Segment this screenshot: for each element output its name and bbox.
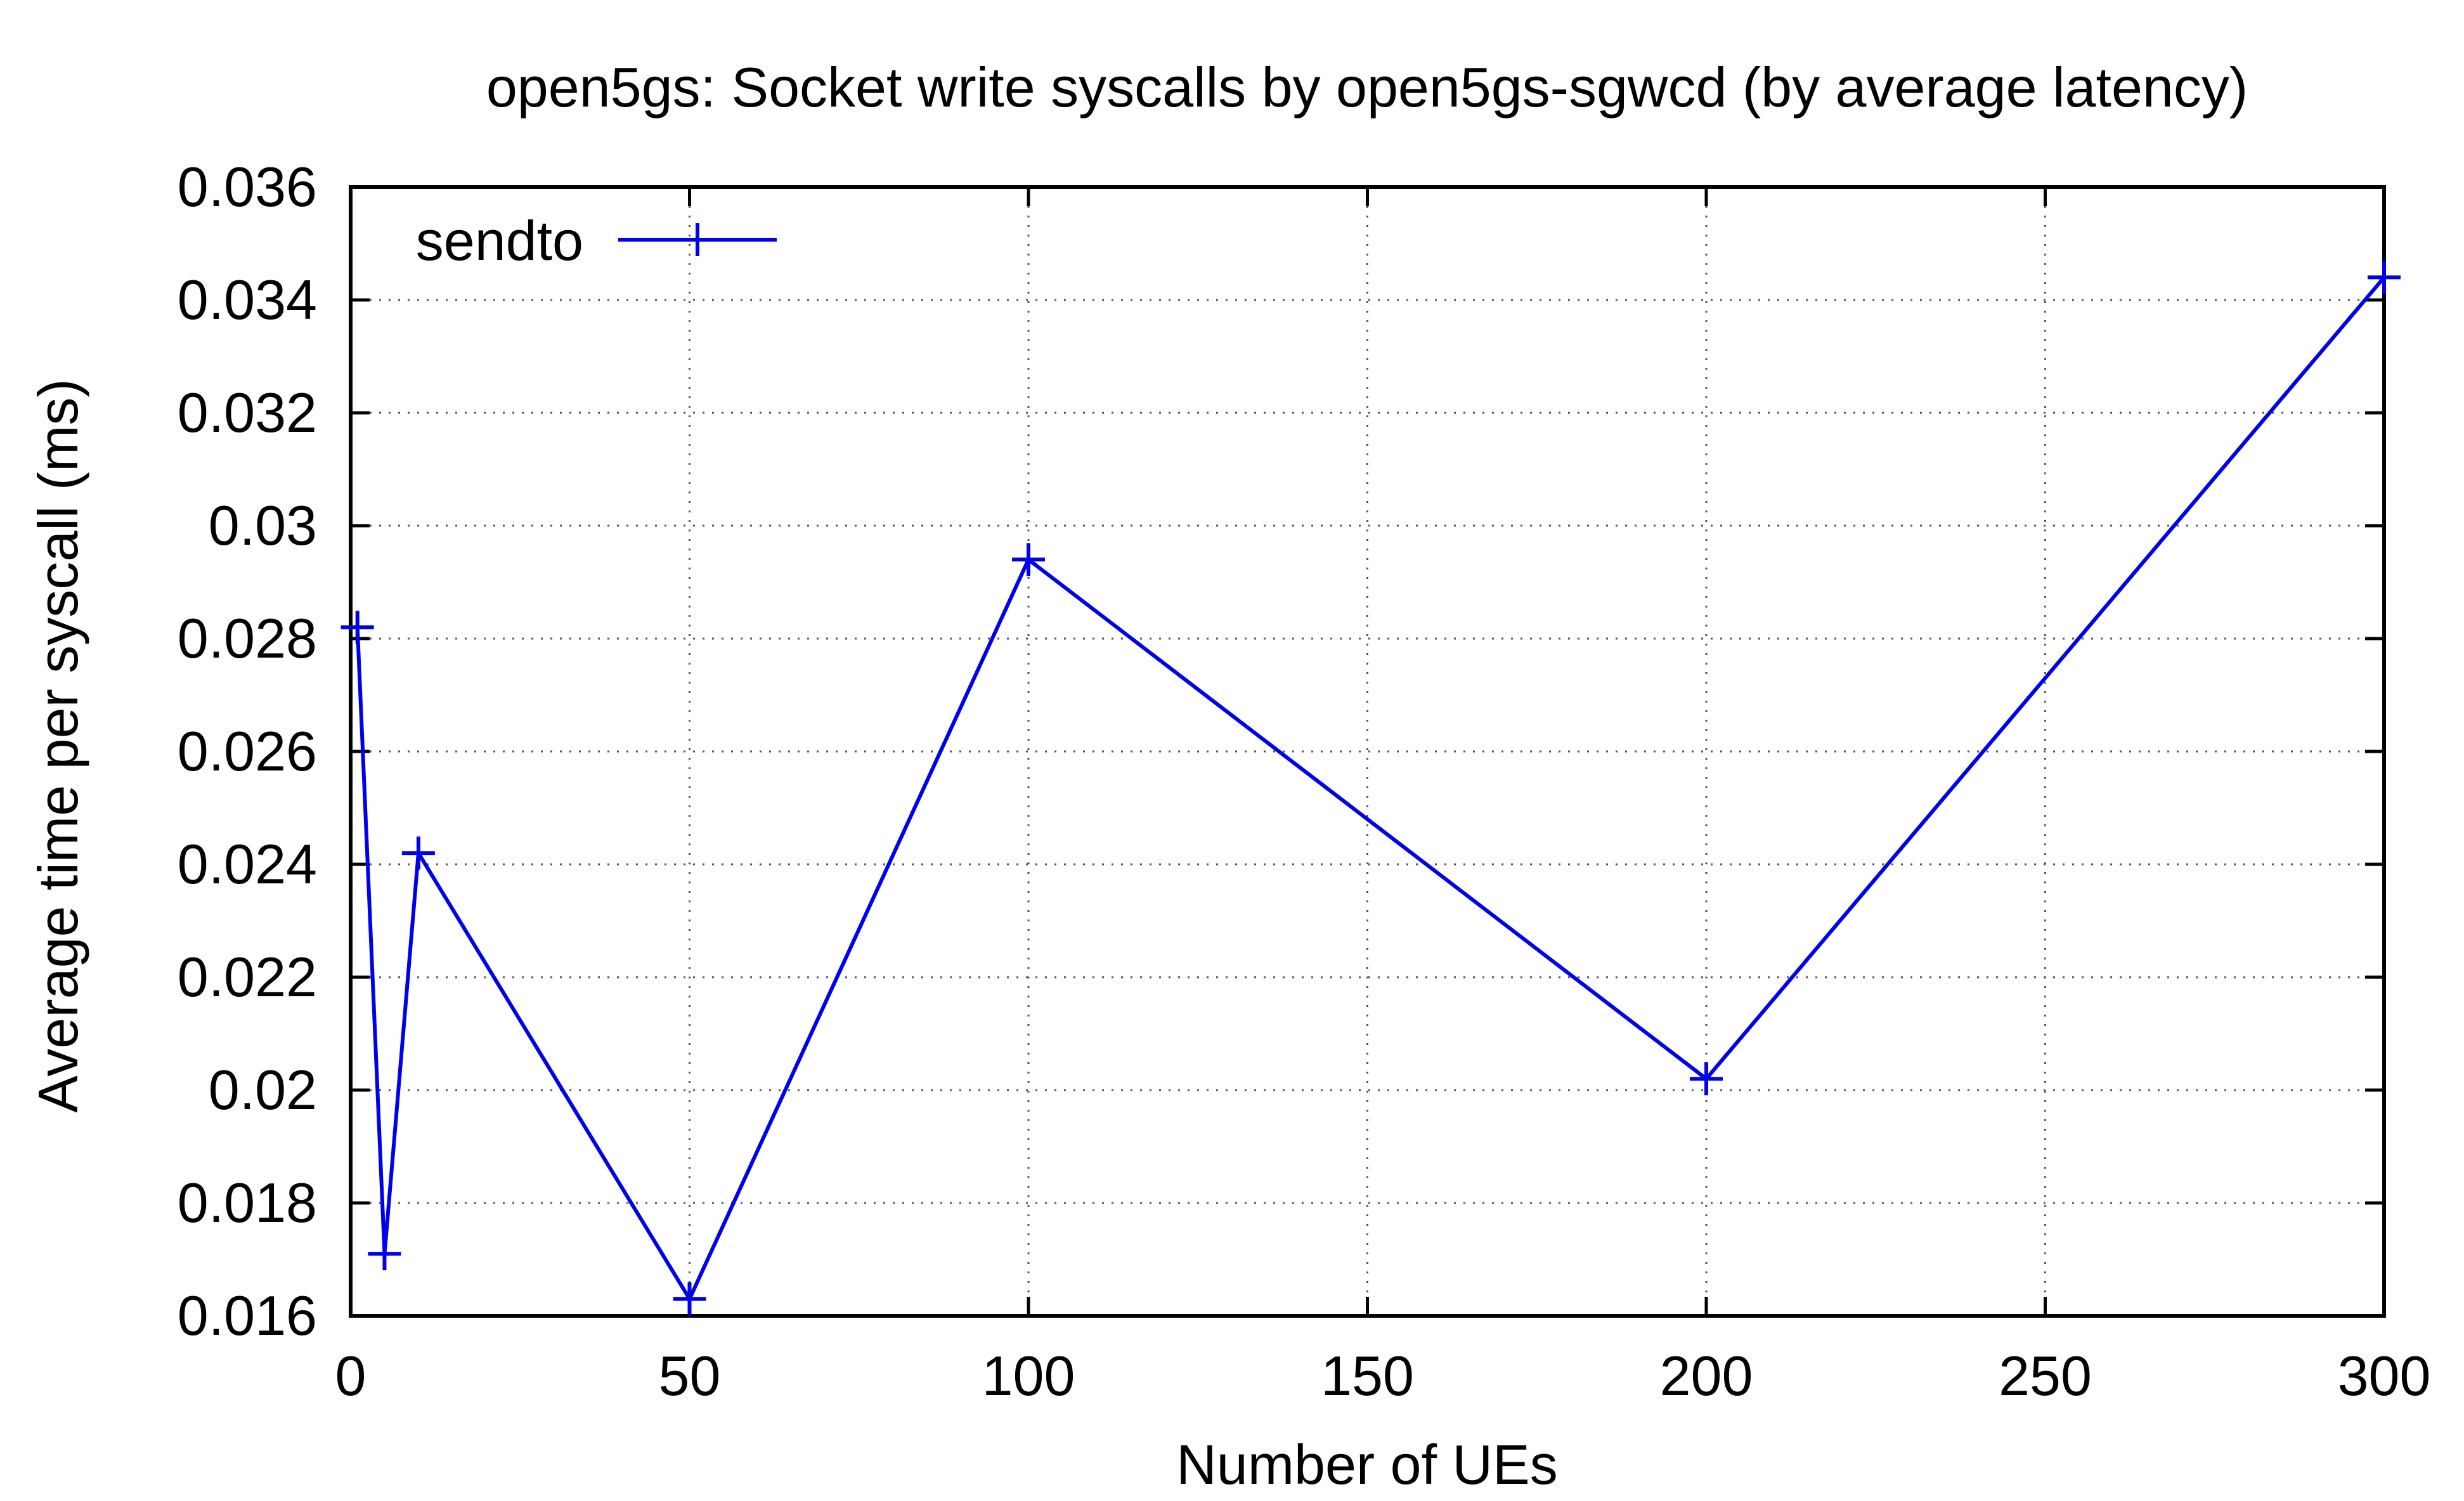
legend: sendto: [416, 209, 777, 272]
y-tick-label: 0.034: [178, 268, 317, 331]
x-axis-label: Number of UEs: [1176, 1433, 1558, 1496]
data-point-marker: [401, 836, 435, 870]
legend-label-sendto: sendto: [416, 209, 583, 272]
data-point-marker: [368, 1237, 401, 1271]
data-point-marker: [1690, 1062, 1723, 1096]
x-tick-label: 200: [1660, 1344, 1753, 1407]
y-axis-tick-labels: 0.016 0.018 0.02 0.022 0.024 0.026 0.028 0.03 0.…: [178, 155, 317, 1347]
y-axis-label: Average time per syscall (ms): [27, 379, 89, 1112]
x-tick-label: 250: [1999, 1344, 2092, 1407]
plot-area-border: [349, 185, 2386, 1318]
y-tick-label: 0.036: [178, 155, 317, 218]
x-tick-label: 0: [335, 1344, 366, 1407]
y-tick-label: 0.03: [209, 494, 317, 557]
series-group: [340, 261, 2401, 1316]
y-tick-label: 0.026: [178, 720, 317, 783]
y-tick-label: 0.02: [209, 1058, 317, 1121]
y-tick-label: 0.018: [178, 1171, 317, 1234]
data-point-marker: [673, 1282, 706, 1316]
grid-lines: [351, 187, 2384, 1316]
series-line-sendto: [355, 276, 2386, 1301]
legend-marker-sendto: [681, 223, 714, 256]
y-tick-label: 0.032: [178, 381, 317, 444]
y-tick-label: 0.028: [178, 607, 317, 670]
x-tick-label: 150: [1321, 1344, 1414, 1407]
data-point-marker: [340, 611, 374, 644]
x-tick-label: 300: [2338, 1344, 2431, 1407]
y-tick-label: 0.024: [178, 833, 317, 895]
x-tick-label: 100: [982, 1344, 1075, 1407]
y-tick-label: 0.016: [178, 1284, 317, 1347]
data-point-marker: [1012, 543, 1045, 576]
chart-title: open5gs: Socket write syscalls by open5g…: [486, 56, 2248, 119]
data-point-marker: [2368, 261, 2401, 294]
x-axis-tick-labels: 0 50 100 150 200 250 300: [335, 1344, 2431, 1407]
x-tick-label: 50: [659, 1344, 721, 1407]
y-tick-label: 0.022: [178, 945, 317, 1008]
